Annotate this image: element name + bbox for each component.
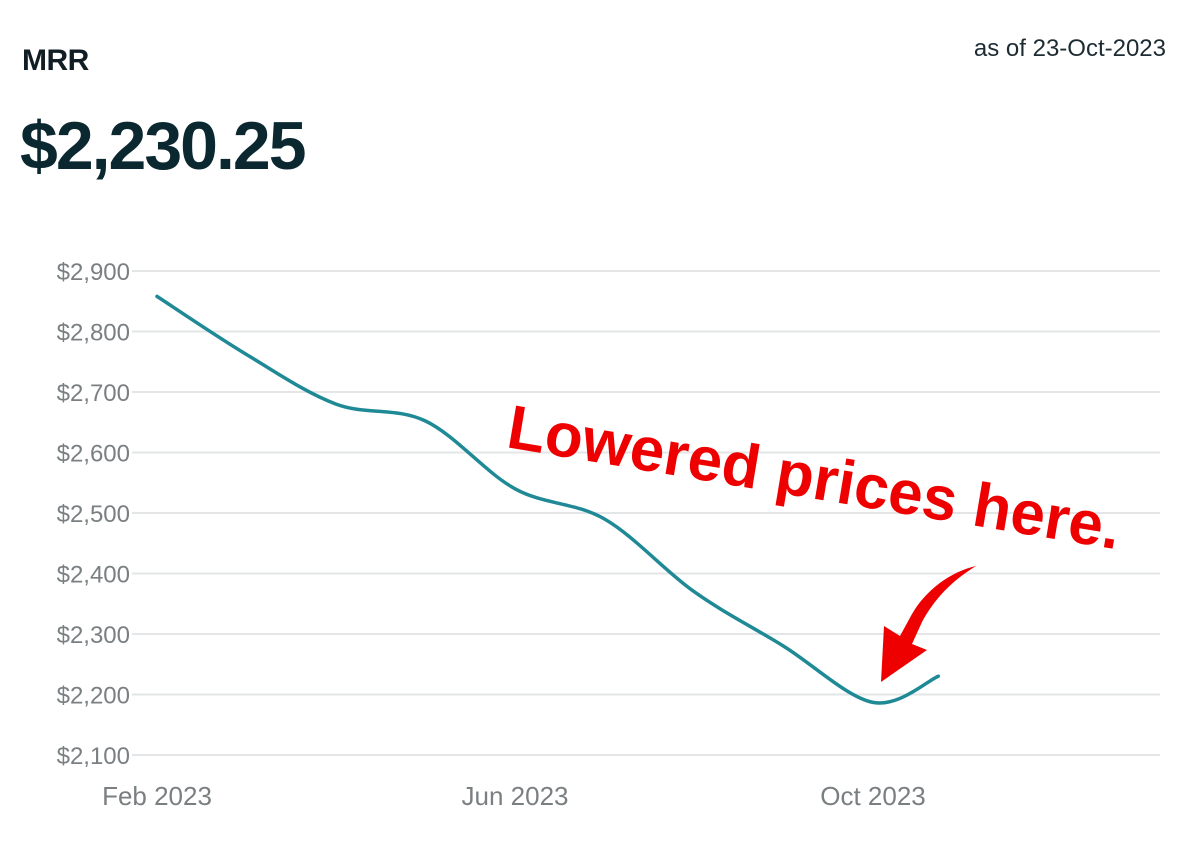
curved-arrow-icon	[881, 566, 976, 682]
annotation-layer: Lowered prices here.	[503, 393, 1126, 682]
data-point	[332, 400, 340, 408]
y-tick-label: $2,100	[57, 743, 130, 770]
y-tick-label: $2,300	[57, 622, 130, 649]
data-point	[601, 515, 609, 523]
data-point	[869, 698, 877, 706]
data-point	[780, 642, 788, 650]
x-tick-label: Jun 2023	[462, 781, 569, 811]
data-point	[934, 672, 942, 680]
y-tick-label: $2,600	[57, 441, 130, 468]
y-tick-label: $2,200	[57, 683, 130, 710]
metric-label: MRR	[22, 44, 89, 77]
x-tick-label: Feb 2023	[102, 781, 212, 811]
metric-value: $2,230.25	[20, 108, 307, 184]
series-layer	[153, 292, 942, 706]
mrr-series-line	[155, 294, 941, 705]
y-tick-label: $2,900	[57, 259, 130, 286]
data-point	[690, 588, 698, 596]
annotation-text: Lowered prices here.	[503, 393, 1126, 563]
x-axis-ticks: Feb 2023 Jun 2023 Oct 2023	[102, 781, 926, 811]
as-of-date: as of 23-Oct-2023	[973, 35, 1166, 62]
data-point	[153, 292, 161, 300]
gridlines	[132, 270, 1160, 756]
x-tick-label: Oct 2023	[820, 781, 926, 811]
y-axis-ticks: $2,900 $2,800 $2,700 $2,600 $2,500 $2,400 $2,3…	[57, 259, 130, 770]
y-tick-label: $2,800	[57, 320, 130, 347]
y-tick-label: $2,400	[57, 562, 130, 589]
data-point	[422, 417, 430, 425]
y-tick-label: $2,700	[57, 380, 130, 407]
data-point	[511, 485, 519, 493]
data-point	[243, 350, 251, 358]
y-tick-label: $2,500	[57, 501, 130, 528]
